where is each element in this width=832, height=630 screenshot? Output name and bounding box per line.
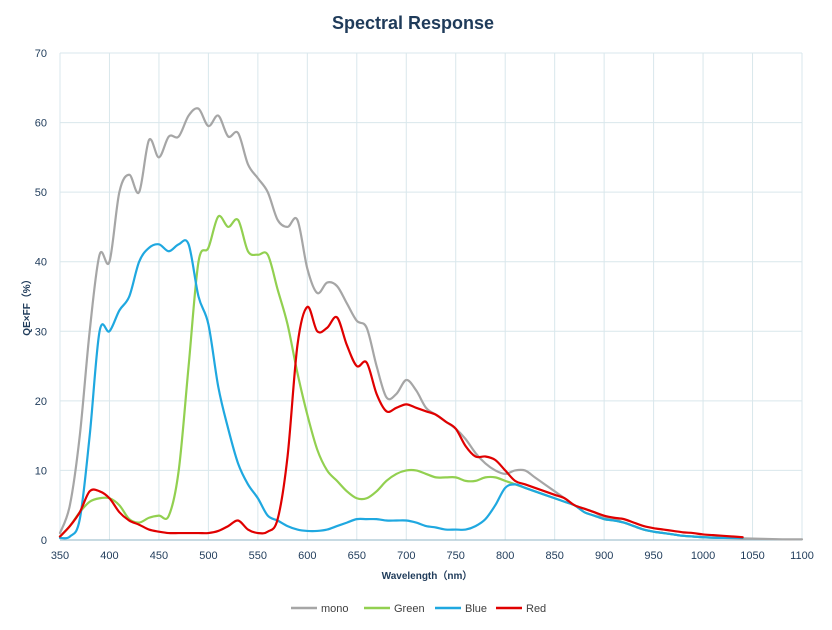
series-line-green bbox=[58, 214, 744, 540]
x-axis-label: Wavelength（nm） bbox=[382, 569, 473, 582]
x-tick-label: 1050 bbox=[740, 550, 764, 562]
y-tick-label: 10 bbox=[35, 465, 47, 477]
series-line-red bbox=[58, 305, 744, 539]
x-tick-label: 350 bbox=[51, 550, 69, 562]
y-tick-label: 70 bbox=[35, 48, 47, 60]
legend: mono Green Blue Red bbox=[291, 603, 546, 615]
y-tick-label: 20 bbox=[35, 396, 47, 408]
legend-item-red: Red bbox=[496, 603, 546, 615]
x-tick-label: 950 bbox=[644, 550, 662, 562]
x-tick-label: 450 bbox=[150, 550, 168, 562]
legend-label: mono bbox=[321, 603, 349, 615]
x-tick-label: 900 bbox=[595, 550, 613, 562]
x-tick-labels: 350 400 450 500 550 600 650 700 750 800 850 900 950 1… bbox=[51, 550, 814, 562]
legend-item-green: Green bbox=[364, 603, 425, 615]
legend-item-blue: Blue bbox=[435, 603, 487, 615]
y-tick-labels: 0 10 20 30 40 50 60 70 bbox=[35, 48, 47, 547]
x-tick-label: 850 bbox=[545, 550, 563, 562]
x-tick-label: 500 bbox=[199, 550, 217, 562]
y-tick-label: 50 bbox=[35, 187, 47, 199]
x-tick-label: 700 bbox=[397, 550, 415, 562]
x-tick-label: 600 bbox=[298, 550, 316, 562]
y-tick-label: 60 bbox=[35, 118, 47, 130]
legend-label: Red bbox=[526, 603, 546, 615]
gridlines bbox=[59, 52, 803, 541]
x-tick-label: 1100 bbox=[790, 550, 814, 562]
series-line-blue bbox=[58, 239, 744, 540]
x-tick-label: 750 bbox=[447, 550, 465, 562]
x-tick-label: 1000 bbox=[691, 550, 715, 562]
y-axis-label: QE×FF（%） bbox=[20, 274, 33, 335]
y-tick-label: 0 bbox=[41, 535, 47, 547]
chart-title: Spectral Response bbox=[332, 13, 494, 33]
series-lines bbox=[58, 107, 804, 541]
y-tick-label: 30 bbox=[35, 326, 47, 338]
x-tick-label: 800 bbox=[496, 550, 514, 562]
legend-item-mono: mono bbox=[291, 603, 349, 615]
legend-label: Blue bbox=[465, 603, 487, 615]
legend-label: Green bbox=[394, 603, 425, 615]
x-tick-label: 650 bbox=[348, 550, 366, 562]
y-tick-label: 40 bbox=[35, 257, 47, 269]
x-tick-label: 550 bbox=[249, 550, 267, 562]
x-tick-label: 400 bbox=[100, 550, 118, 562]
